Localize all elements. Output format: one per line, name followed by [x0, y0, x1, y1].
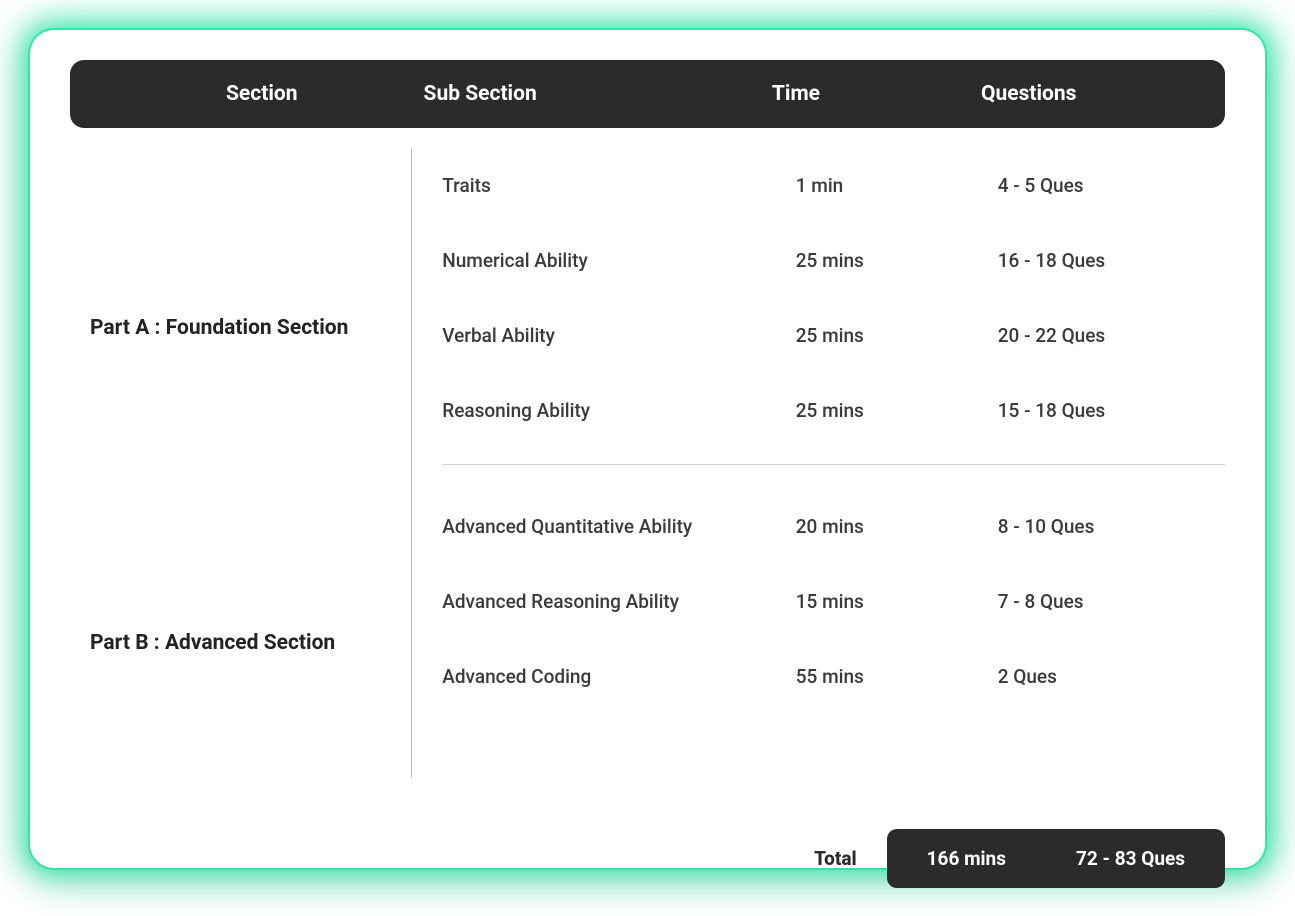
cell-questions: 20 - 22 Ques — [998, 324, 1225, 347]
table-row: Advanced Quantitative Ability 20 mins 8 … — [442, 489, 1225, 564]
cell-sub: Advanced Quantitative Ability — [442, 515, 796, 538]
cell-questions: 15 - 18 Ques — [998, 399, 1225, 422]
table-row: Traits 1 min 4 - 5 Ques — [442, 148, 1225, 223]
cell-sub: Advanced Coding — [442, 665, 796, 688]
cell-questions: 16 - 18 Ques — [998, 249, 1225, 272]
cell-time: 55 mins — [796, 665, 998, 688]
header-section: Section — [100, 82, 424, 106]
cell-time: 1 min — [796, 174, 998, 197]
rows-column: Traits 1 min 4 - 5 Ques Numerical Abilit… — [411, 148, 1225, 778]
cell-time: 25 mins — [796, 324, 998, 347]
cell-time: 25 mins — [796, 249, 998, 272]
table-row: Verbal Ability 25 mins 20 - 22 Ques — [442, 298, 1225, 373]
section-b-label: Part B : Advanced Section — [70, 508, 411, 778]
total-bar: Total 166 mins 72 - 83 Ques — [814, 829, 1225, 888]
cell-time: 25 mins — [796, 399, 998, 422]
cell-questions: 4 - 5 Ques — [998, 174, 1225, 197]
exam-structure-card: Section Sub Section Time Questions Part … — [30, 30, 1265, 868]
table-row: Numerical Ability 25 mins 16 - 18 Ques — [442, 223, 1225, 298]
cell-sub: Reasoning Ability — [442, 399, 796, 422]
header-questions: Questions — [971, 82, 1195, 106]
cell-sub: Traits — [442, 174, 796, 197]
cell-questions: 8 - 10 Ques — [998, 515, 1225, 538]
cell-sub: Advanced Reasoning Ability — [442, 590, 796, 613]
table-body: Part A : Foundation Section Part B : Adv… — [70, 148, 1225, 778]
header-sub-section: Sub Section — [424, 82, 772, 106]
table-row: Advanced Coding 55 mins 2 Ques — [442, 639, 1225, 714]
total-pill: 166 mins 72 - 83 Ques — [887, 829, 1225, 888]
section-labels-column: Part A : Foundation Section Part B : Adv… — [70, 148, 411, 778]
cell-time: 20 mins — [796, 515, 998, 538]
table-row: Advanced Reasoning Ability 15 mins 7 - 8… — [442, 564, 1225, 639]
cell-time: 15 mins — [796, 590, 998, 613]
table-header: Section Sub Section Time Questions — [70, 60, 1225, 128]
cell-sub: Verbal Ability — [442, 324, 796, 347]
total-questions: 72 - 83 Ques — [1076, 847, 1185, 870]
table-row: Reasoning Ability 25 mins 15 - 18 Ques — [442, 373, 1225, 448]
total-time: 166 mins — [927, 847, 1006, 870]
cell-questions: 2 Ques — [998, 665, 1225, 688]
header-time: Time — [772, 82, 971, 106]
total-label: Total — [814, 847, 857, 870]
cell-questions: 7 - 8 Ques — [998, 590, 1225, 613]
cell-sub: Numerical Ability — [442, 249, 796, 272]
section-a-label: Part A : Foundation Section — [70, 148, 411, 508]
section-divider — [442, 464, 1225, 465]
